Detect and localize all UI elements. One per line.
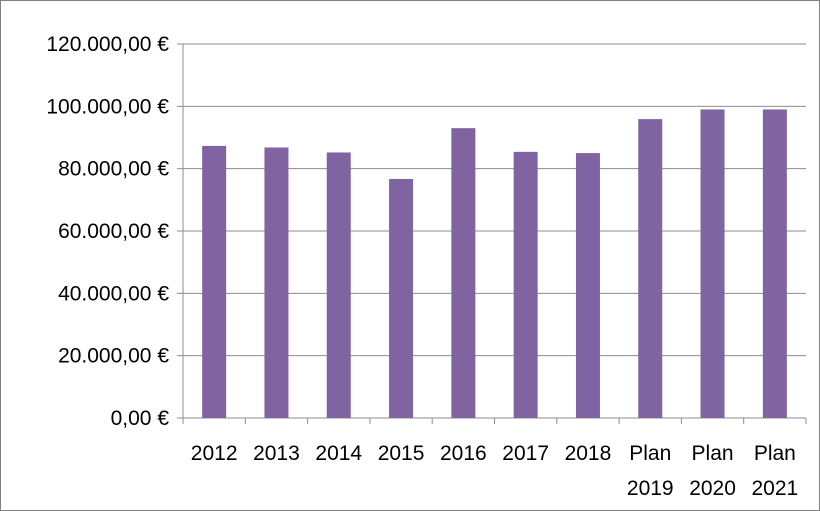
y-tick-label: 0,00 €: [111, 407, 170, 430]
bar: [575, 153, 600, 419]
y-tick-label: 40.000,00 €: [58, 282, 169, 305]
x-category-label: 2013: [253, 442, 300, 465]
x-category-label: 2020: [689, 477, 736, 500]
x-category-label: Plan: [692, 442, 734, 465]
y-tick-label: 100.000,00 €: [46, 95, 169, 118]
y-tick-label: 60.000,00 €: [58, 220, 169, 243]
x-category-label: 2014: [315, 442, 362, 465]
x-category-label: 2019: [627, 477, 674, 500]
x-category-label: 2015: [378, 442, 425, 465]
bar: [513, 151, 538, 418]
x-category-label: 2012: [191, 442, 238, 465]
y-tick-label: 20.000,00 €: [58, 345, 169, 368]
bar: [264, 147, 289, 418]
bar: [326, 152, 351, 418]
bar: [638, 119, 663, 418]
x-category-label: Plan: [754, 442, 796, 465]
x-category-label: 2018: [565, 442, 612, 465]
bar: [700, 109, 725, 418]
y-tick-label: 80.000,00 €: [58, 158, 169, 181]
y-tick-label: 120.000,00 €: [46, 33, 169, 56]
x-category-label: 2021: [751, 477, 798, 500]
bar: [202, 145, 227, 419]
bar: [762, 109, 787, 418]
x-category-label: Plan: [629, 442, 671, 465]
x-category-label: 2016: [440, 442, 487, 465]
bar: [451, 128, 476, 418]
bar: [389, 178, 414, 418]
x-category-label: 2017: [502, 442, 549, 465]
